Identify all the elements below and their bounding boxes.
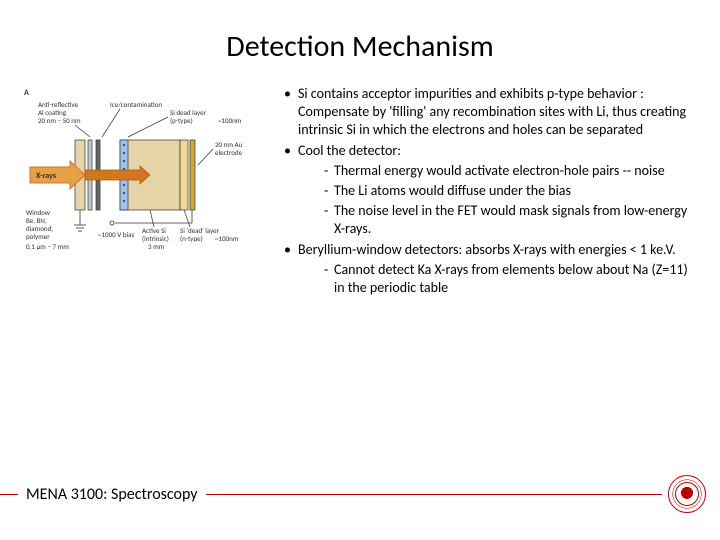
svg-text:(p-type): (p-type) (170, 116, 193, 125)
svg-text:~1000 V bias: ~1000 V bias (98, 230, 134, 239)
svg-text:0.1 μm – 7 mm: 0.1 μm – 7 mm (26, 242, 69, 251)
svg-text:~100nm: ~100nm (215, 234, 239, 243)
label-a: A (24, 88, 29, 98)
footer-text: MENA 3100: Spectroscopy (18, 485, 206, 504)
content-area: A Anti-reflective Al coating 20 nm – 50 … (0, 75, 720, 299)
svg-text:electrode: electrode (215, 148, 243, 157)
bullet-2-sub-1: Thermal energy would activate electron-h… (280, 162, 690, 180)
svg-text:Ice/contamination: Ice/contamination (110, 100, 162, 109)
slide-title: Detection Mechanism (0, 0, 720, 75)
bullet-2-sub-3: The noise level in the FET would mask si… (280, 202, 690, 238)
bullet-3-sub-1: Cannot detect Ka X-rays from elements be… (280, 261, 690, 297)
bullet-list: Si contains acceptor impurities and exhi… (280, 85, 690, 299)
svg-text:20 nm – 50 nm: 20 nm – 50 nm (38, 116, 81, 125)
bullet-3: Beryllium-window detectors: absorbs X-ra… (280, 241, 690, 259)
svg-text:polymer: polymer (26, 232, 50, 241)
bullet-1: Si contains acceptor impurities and exhi… (280, 85, 690, 140)
bullet-2: Cool the detector: (280, 142, 690, 160)
svg-text:~100nm: ~100nm (218, 116, 242, 125)
bullet-2-sub-2: The Li atoms would diffuse under the bia… (280, 182, 690, 200)
footer-line-left (0, 494, 18, 495)
footer: MENA 3100: Spectroscopy (0, 482, 720, 506)
svg-text:3 mm: 3 mm (148, 242, 165, 251)
svg-text:(n-type): (n-type) (180, 234, 203, 243)
footer-line-right (206, 494, 662, 495)
university-seal-icon (668, 475, 706, 513)
detector-diagram: A Anti-reflective Al coating 20 nm – 50 … (20, 85, 260, 265)
svg-text:X-rays: X-rays (36, 171, 56, 181)
